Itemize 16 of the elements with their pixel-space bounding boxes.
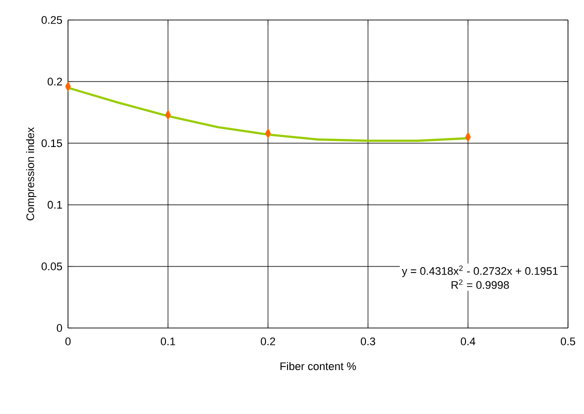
annotation: R$^{2}$ = 0.9998 — [452, 279, 509, 289]
y-tick-label: 0.25 — [42, 16, 62, 24]
x-tick-label: 0.2 — [260, 338, 276, 346]
x-tick-label: 0 — [65, 338, 71, 346]
y-tick-label: 0 — [56, 324, 62, 332]
x-tick-label: 0.4 — [460, 338, 476, 346]
x-tick-label: 0.5 — [560, 338, 576, 346]
y-axis-title: Compression index — [26, 127, 36, 220]
y-tick-label: 0.2 — [48, 78, 62, 86]
y-tick-label: 0.05 — [42, 262, 62, 270]
x-tick-label: 0.1 — [160, 338, 176, 346]
x-tick-label: 0.3 — [360, 338, 376, 346]
annotation: y = 0.4318x$^{2}$ - 0.2732x + 0.1951 — [402, 265, 558, 278]
y-tick-label: 0.15 — [42, 139, 62, 148]
y-tick-label: 0.1 — [48, 200, 62, 209]
x-axis-title: Fiber content % — [280, 362, 356, 370]
